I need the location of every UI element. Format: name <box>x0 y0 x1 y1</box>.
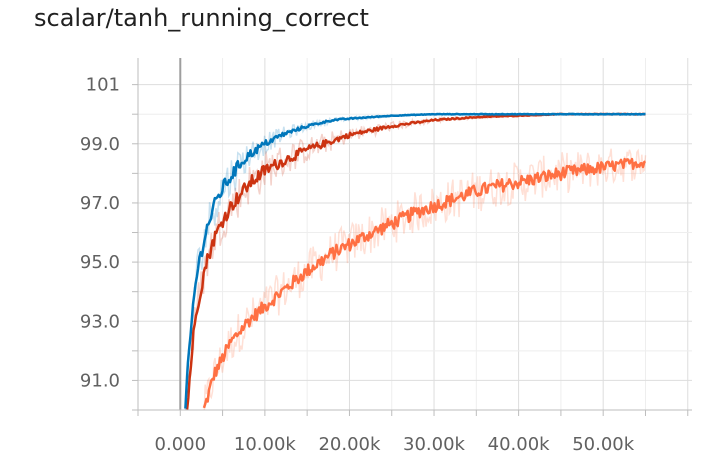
series-raw-line <box>186 112 646 410</box>
y-tick-label: 99.0 <box>80 134 120 155</box>
chart-title: scalar/tanh_running_correct <box>34 4 369 32</box>
y-tick-label: 101 <box>86 75 120 96</box>
y-tick-label: 93.0 <box>80 311 120 332</box>
series-0 <box>184 112 647 410</box>
x-tick-label: 20.00k <box>318 434 381 455</box>
x-tick-label: 50.00k <box>572 434 635 455</box>
x-tick-label: 10.00k <box>234 434 297 455</box>
series-line <box>202 157 646 409</box>
series-1 <box>185 112 646 410</box>
x-tick-label: 30.00k <box>403 434 466 455</box>
series-2 <box>202 148 647 410</box>
y-tick-label: 91.0 <box>80 370 120 391</box>
x-tick-label: 0.000 <box>155 434 207 455</box>
y-tick-label: 97.0 <box>80 193 120 214</box>
series-raw-line <box>184 112 647 410</box>
x-tick-label: 40.00k <box>488 434 551 455</box>
series-line <box>184 112 646 409</box>
series-raw-line <box>203 148 647 410</box>
y-tick-label: 95.0 <box>80 252 120 273</box>
